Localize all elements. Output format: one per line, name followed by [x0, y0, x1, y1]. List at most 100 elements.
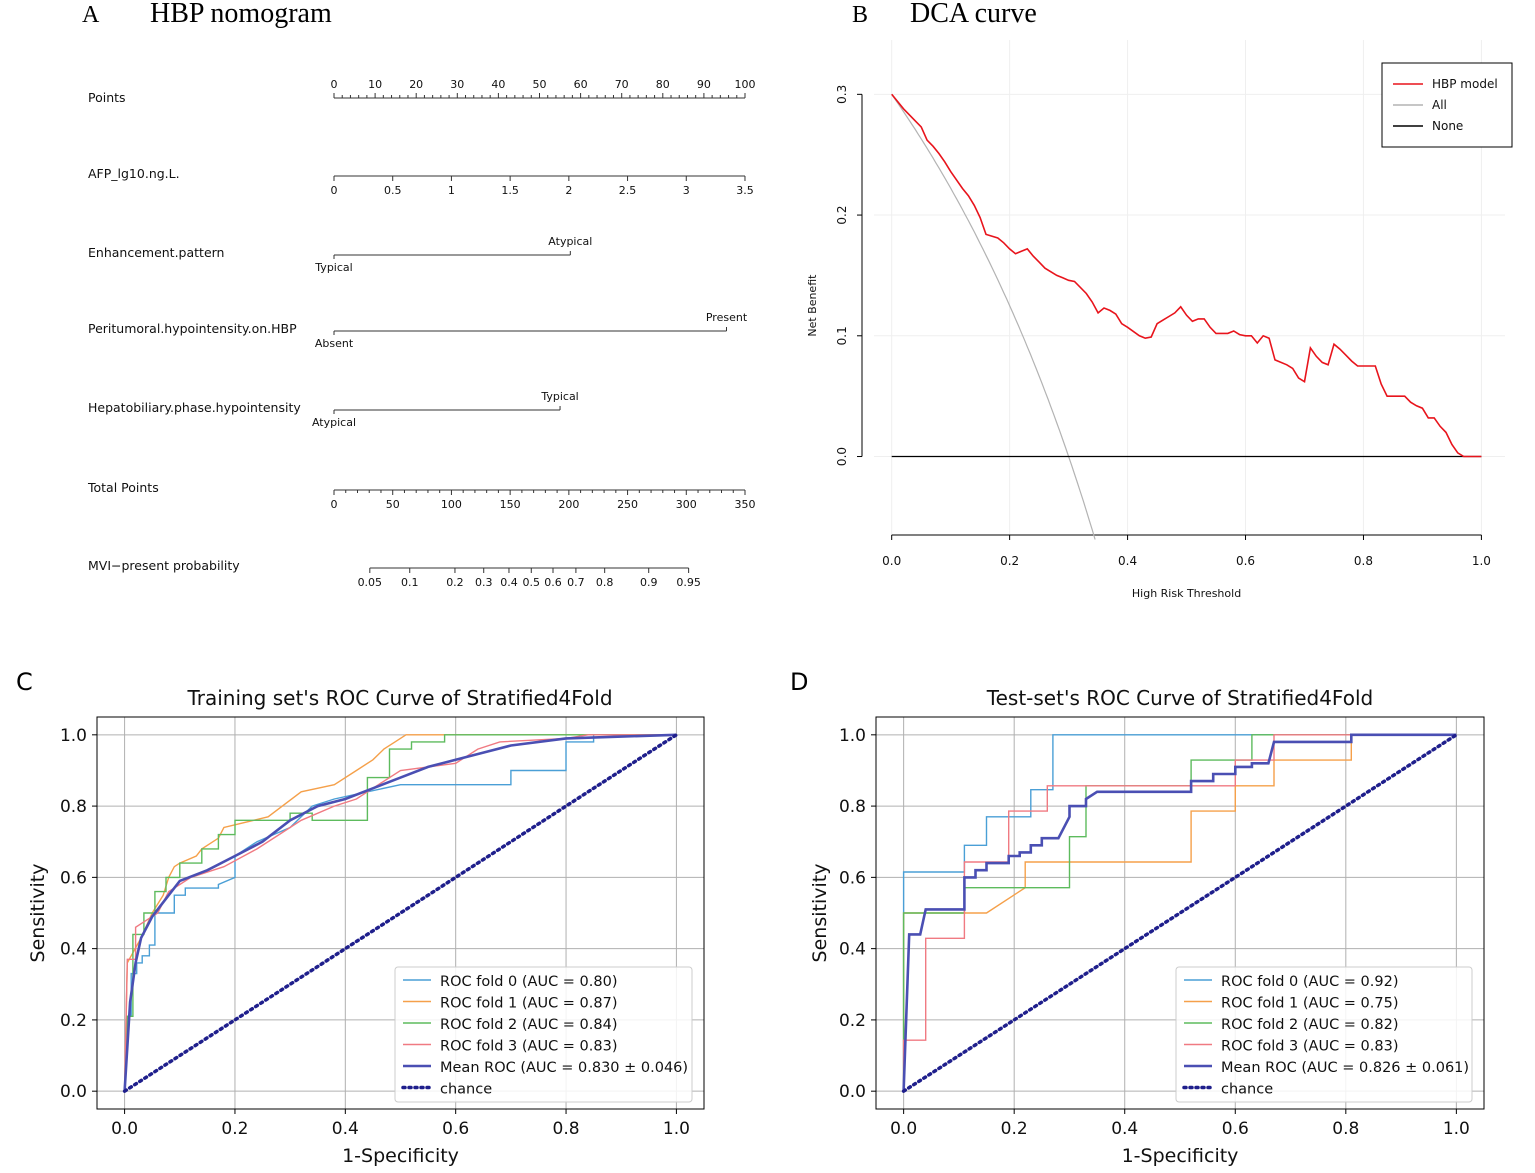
- roc-series-line: [902, 734, 1457, 1092]
- total-points-tick-label: 100: [441, 498, 462, 511]
- roc-y-tick-label: 0.2: [60, 1011, 87, 1031]
- points-tick-label: 60: [574, 78, 588, 91]
- roc-title: Training set's ROC Curve of Stratified4F…: [186, 686, 612, 710]
- roc-legend-label: ROC fold 3 (AUC = 0.83): [1221, 1039, 1399, 1055]
- roc-x-axis-label: 1-Specificity: [1122, 1145, 1239, 1167]
- afp-tick-label: 1.5: [501, 184, 519, 197]
- probability-tick-label: 0.05: [358, 576, 383, 589]
- dca-x-axis-label: High Risk Threshold: [1132, 587, 1241, 600]
- roc-y-tick-label: 0.8: [839, 797, 866, 817]
- afp-tick-label: 3: [683, 184, 690, 197]
- roc-x-tick-label: 0.4: [1111, 1119, 1138, 1139]
- roc-series-line: [902, 733, 1457, 1092]
- afp-tick-label: 0: [331, 184, 338, 197]
- roc-x-tick-label: 0.8: [553, 1119, 580, 1139]
- roc-x-axis-label: 1-Specificity: [342, 1145, 459, 1167]
- points-tick-label: 40: [491, 78, 505, 91]
- roc-series-line: [123, 734, 677, 1092]
- points-tick-label: 10: [368, 78, 382, 91]
- roc-legend-label: ROC fold 2 (AUC = 0.84): [440, 1017, 618, 1033]
- roc-legend-label: chance: [440, 1082, 492, 1098]
- roc-series-line: [901, 733, 1459, 1093]
- total-points-tick-label: 0: [331, 498, 338, 511]
- nomogram-row-label: Total Points: [87, 480, 159, 495]
- total-points-tick-label: 300: [676, 498, 697, 511]
- roc-series-line: [123, 734, 677, 1092]
- dca-all-line: [891, 93, 1096, 540]
- roc-y-tick-label: 0.6: [60, 868, 87, 888]
- points-tick-label: 30: [450, 78, 464, 91]
- dca-x-tick-label: 0.6: [1236, 554, 1255, 568]
- dca-x-tick-label: 0.0: [882, 554, 901, 568]
- roc-legend-label: Mean ROC (AUC = 0.830 ± 0.046): [440, 1060, 688, 1076]
- dca-x-tick-label: 0.2: [1000, 554, 1019, 568]
- probability-tick-label: 0.3: [475, 576, 493, 589]
- dca-x-tick-label: 0.4: [1118, 554, 1137, 568]
- afp-tick-label: 3.5: [736, 184, 754, 197]
- afp-tick-label: 2: [565, 184, 572, 197]
- roc-series-line: [902, 734, 1457, 1092]
- roc-legend-label: ROC fold 0 (AUC = 0.92): [1221, 974, 1399, 990]
- roc-legend-box: [1175, 966, 1473, 1103]
- panel-label-c: C: [16, 668, 33, 696]
- roc-y-tick-label: 0.0: [839, 1082, 866, 1102]
- total-points-tick-label: 350: [735, 498, 756, 511]
- roc-y-tick-label: 0.0: [60, 1082, 87, 1102]
- roc-x-tick-label: 0.2: [221, 1119, 248, 1139]
- roc-y-tick-label: 0.2: [839, 1011, 866, 1031]
- panel-title-b: DCA curve: [910, 0, 1037, 29]
- roc-y-axis-label: Sensitivity: [809, 864, 831, 963]
- categorical-level-label: Present: [706, 311, 748, 324]
- roc-legend-label: ROC fold 3 (AUC = 0.83): [440, 1039, 618, 1055]
- categorical-level-label: Typical: [540, 390, 578, 403]
- roc-title: Test-set's ROC Curve of Stratified4Fold: [986, 686, 1373, 710]
- roc-series-line: [902, 734, 1457, 1092]
- probability-tick-label: 0.95: [676, 576, 701, 589]
- total-points-tick-label: 150: [500, 498, 521, 511]
- dca-y-axis-label: Net Benefit: [806, 274, 819, 337]
- roc-legend-label: chance: [1221, 1082, 1273, 1098]
- dca-x-tick-label: 1.0: [1472, 554, 1491, 568]
- afp-tick-label: 0.5: [384, 184, 402, 197]
- nomogram-row-label: Peritumoral.hypointensity.on.HBP: [88, 321, 297, 336]
- roc-frame: [875, 716, 1485, 1110]
- dca-hbp-model-line: [891, 93, 1482, 458]
- roc-legend-label: ROC fold 1 (AUC = 0.87): [440, 996, 618, 1012]
- roc-y-tick-label: 0.4: [839, 940, 866, 960]
- categorical-level-label: Atypical: [312, 416, 356, 429]
- dca-y-tick-label: 0.1: [835, 326, 849, 345]
- dca-chart: 0.0 0.2 0.4 0.6 0.8 1.0 0.0 0.1 0.2 0.3 High Risk …: [806, 40, 1513, 600]
- roc-y-tick-label: 0.4: [60, 940, 87, 960]
- panel-label-a: A: [82, 2, 100, 28]
- dca-y-tick-label: 0.2: [835, 206, 849, 225]
- roc-x-tick-label: 1.0: [1443, 1119, 1470, 1139]
- roc-x-tick-label: 0.6: [1222, 1119, 1249, 1139]
- total-points-tick-label: 250: [617, 498, 638, 511]
- afp-tick-label: 1: [448, 184, 455, 197]
- roc-y-tick-label: 1.0: [839, 726, 866, 746]
- afp-tick-label: 2.5: [619, 184, 637, 197]
- roc-legend-label: ROC fold 1 (AUC = 0.75): [1221, 996, 1399, 1012]
- categorical-level-label: Absent: [315, 337, 354, 350]
- probability-tick-label: 0.6: [544, 576, 562, 589]
- probability-tick-label: 0.8: [596, 576, 614, 589]
- roc-x-tick-label: 0.8: [1332, 1119, 1359, 1139]
- roc-series-line: [123, 733, 677, 1092]
- dca-legend-label: None: [1432, 119, 1463, 133]
- roc-y-axis-label: Sensitivity: [27, 864, 49, 963]
- categorical-level-label: Typical: [314, 261, 352, 274]
- probability-tick-label: 0.2: [446, 576, 464, 589]
- roc-y-tick-label: 0.8: [60, 797, 87, 817]
- roc-training-chart: 0.0 0.2 0.4 0.6 0.8 1.0 0.0 0.2 0.4 0.6 0.8 1.0 Trai…: [27, 686, 705, 1167]
- probability-tick-label: 0.1: [401, 576, 419, 589]
- roc-frame: [96, 716, 705, 1110]
- roc-x-tick-label: 0.2: [1001, 1119, 1028, 1139]
- roc-y-tick-label: 1.0: [60, 726, 87, 746]
- roc-legend-label: ROC fold 0 (AUC = 0.80): [440, 974, 618, 990]
- probability-tick-label: 0.4: [500, 576, 518, 589]
- total-points-tick-label: 200: [558, 498, 579, 511]
- points-tick-label: 100: [735, 78, 756, 91]
- points-tick-label: 90: [697, 78, 711, 91]
- dca-y-tick-label: 0.3: [835, 85, 849, 104]
